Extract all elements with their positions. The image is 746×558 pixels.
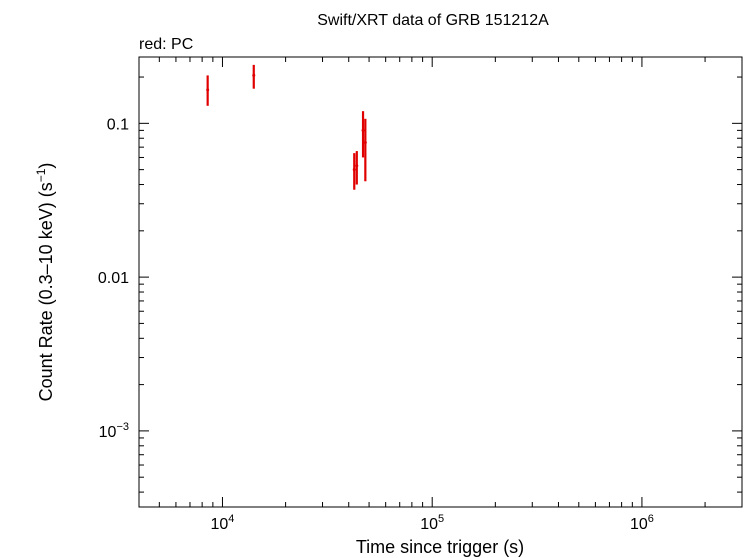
data-point: [206, 75, 210, 106]
data-point: [252, 64, 256, 89]
x-axis-label: Time since trigger (s): [356, 537, 524, 557]
y-tick-label-exponent: −3: [116, 421, 129, 433]
y-axis-label: Count Rate (0.3–10 keV) (s−1): [34, 163, 56, 402]
data-point: [352, 153, 356, 190]
x-tick-label-base: 10: [630, 516, 648, 533]
point-marker: [252, 73, 256, 77]
y-tick-labels: 0.1 0.01 10−3: [98, 116, 129, 441]
y-tick-label-base: 0.1: [107, 116, 129, 133]
x-tick-label: 105: [420, 513, 444, 533]
x-tick-label-base: 10: [211, 516, 229, 533]
point-marker: [363, 141, 367, 145]
y-axis-label-exponent: −1: [34, 168, 48, 182]
point-marker: [361, 128, 365, 132]
point-marker: [206, 88, 210, 92]
chart-subtitle: red: PC: [139, 36, 193, 53]
data-point: [363, 118, 367, 182]
x-tick-label-exponent: 6: [648, 513, 654, 525]
axis-ticks: [138, 57, 743, 507]
data-points: [206, 64, 367, 190]
y-tick-label: 0.1: [107, 116, 129, 133]
x-tick-label-base: 10: [420, 516, 438, 533]
y-tick-label: 10−3: [99, 421, 129, 441]
y-tick-label-base: 0.01: [98, 270, 129, 287]
x-tick-label: 104: [211, 513, 235, 533]
data-point: [361, 111, 365, 158]
x-tick-labels: 104105106107: [211, 513, 654, 533]
x-tick-label-exponent: 4: [228, 513, 234, 525]
plot-frame: [138, 56, 743, 508]
x-tick-label: 106: [630, 513, 654, 533]
y-axis-label-close: ): [36, 163, 56, 169]
x-tick-label-exponent: 5: [438, 513, 444, 525]
data-point: [355, 151, 359, 185]
chart-title: Swift/XRT data of GRB 151212A: [317, 12, 549, 29]
point-marker: [352, 168, 356, 172]
y-axis-label-main: Count Rate (0.3–10 keV) (s: [36, 182, 56, 401]
point-marker: [355, 164, 359, 168]
y-tick-label-base: 10: [99, 424, 117, 441]
y-tick-label: 0.01: [98, 270, 129, 287]
